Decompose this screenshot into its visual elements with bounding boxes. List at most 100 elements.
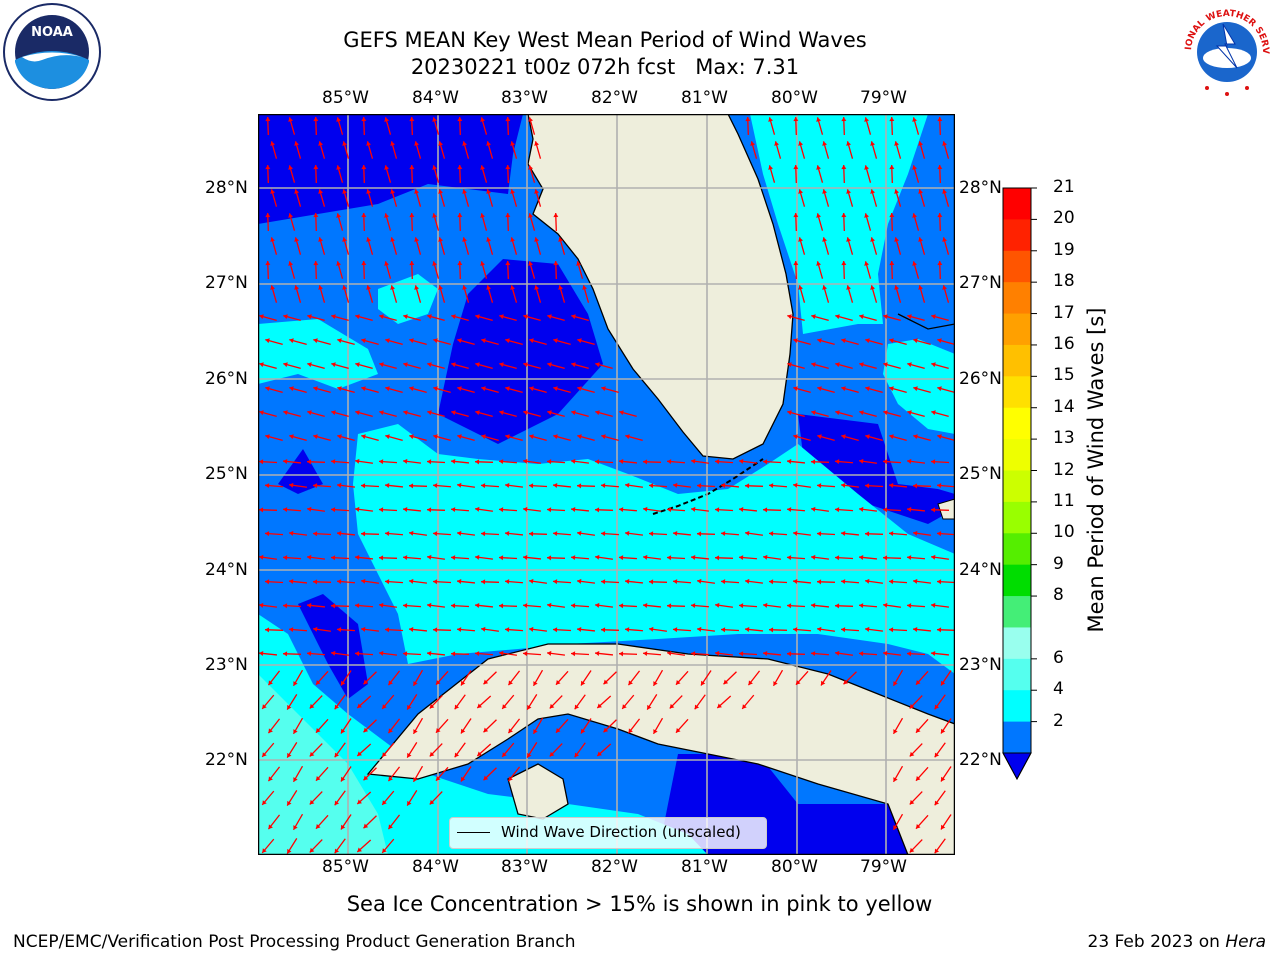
wind-wave-arrowhead <box>337 482 342 488</box>
wind-wave-arrowhead <box>913 434 918 440</box>
wind-wave-arrowhead <box>558 237 564 242</box>
wind-wave-arrowhead <box>793 578 798 584</box>
wind-wave-arrowhead <box>865 386 870 392</box>
wind-wave-arrowhead <box>859 506 864 512</box>
wind-wave-arrowhead <box>553 579 558 585</box>
wind-wave-arrowhead <box>931 650 936 656</box>
wind-wave-arrowhead <box>379 362 384 368</box>
wind-wave-arrowhead <box>475 651 480 657</box>
wind-wave-arrowhead <box>379 602 384 608</box>
wind-wave-arrowhead <box>499 459 504 465</box>
wind-wave-arrowhead <box>451 362 456 368</box>
wind-wave-arrowhead <box>835 459 840 465</box>
wind-wave-arrowhead <box>429 751 435 757</box>
wind-wave-arrowhead <box>571 555 576 561</box>
wind-wave-arrowhead <box>480 165 486 170</box>
wind-wave-arrowhead <box>508 680 513 686</box>
wind-wave-arrowhead <box>915 824 921 829</box>
wind-wave-arrowhead <box>595 410 600 416</box>
low-period-zone-e <box>798 414 955 524</box>
wind-wave-arrowhead <box>571 314 576 320</box>
wind-wave-arrowhead <box>883 410 888 416</box>
colorbar-segment <box>1003 501 1031 534</box>
wind-wave-arrowhead <box>940 728 946 734</box>
wind-wave-arrowhead <box>337 434 342 440</box>
wind-wave-arrowhead <box>270 141 276 146</box>
wind-wave-arrowhead <box>893 681 898 686</box>
wind-wave-arrowhead <box>283 651 288 657</box>
wind-wave-arrowhead <box>355 506 360 512</box>
wind-wave-arrowhead <box>835 314 840 320</box>
wind-wave-arrowhead <box>577 578 582 584</box>
wind-wave-arrowhead <box>432 213 438 218</box>
wind-wave-arrowhead <box>937 213 943 218</box>
wind-wave-arrowhead <box>331 459 336 465</box>
wind-wave-arrowhead <box>337 386 342 392</box>
wind-wave-arrowhead <box>337 579 342 585</box>
wind-wave-arrowhead <box>288 213 294 218</box>
wind-wave-arrowhead <box>909 799 915 805</box>
wind-wave-arrowhead <box>309 751 315 757</box>
wind-wave-arrowhead <box>481 434 486 440</box>
wind-wave-arrowhead <box>577 483 582 489</box>
wind-wave-arrowhead <box>913 530 918 536</box>
wind-wave-arrowhead <box>355 410 360 416</box>
wind-wave-arrowhead <box>414 285 420 290</box>
wind-wave-arrowhead <box>721 627 726 633</box>
wind-wave-arrowhead <box>715 507 720 513</box>
wind-wave-arrowhead <box>307 554 312 560</box>
wind-wave-arrowhead <box>619 507 624 513</box>
wind-wave-arrowhead <box>763 554 768 560</box>
wind-wave-arrowhead <box>483 775 489 781</box>
wind-wave-arrowhead <box>505 579 510 585</box>
wind-wave-arrowhead <box>913 626 918 632</box>
lon-label-bottom: 84°W <box>412 857 459 877</box>
wind-wave-arrowhead <box>547 650 552 656</box>
wind-wave-arrowhead <box>940 824 946 830</box>
wind-wave-arrowhead <box>379 459 384 465</box>
wind-wave-arrowhead <box>822 189 828 194</box>
wind-wave-arrowhead <box>262 800 267 805</box>
wind-wave-arrowhead <box>889 434 894 440</box>
lat-label-left: 22°N <box>205 750 248 770</box>
wind-wave-arrowhead <box>505 530 510 536</box>
wind-wave-arrowhead <box>859 410 864 416</box>
wind-wave-arrowhead <box>385 482 390 488</box>
wind-wave-arrowhead <box>816 261 822 266</box>
wind-wave-arrowhead <box>409 165 415 170</box>
wind-wave-arrowhead <box>409 213 415 218</box>
wind-wave-arrowhead <box>523 651 528 657</box>
wind-wave-arrowhead <box>574 752 580 758</box>
wind-wave-arrowhead <box>307 410 312 416</box>
wind-wave-arrowhead <box>721 531 726 537</box>
wind-wave-arrowhead <box>553 434 558 440</box>
wind-wave-arrowhead <box>265 386 270 392</box>
wind-wave-arrowhead <box>769 579 774 585</box>
wind-wave-arrowhead <box>294 189 300 194</box>
wind-wave-arrowhead <box>841 530 846 536</box>
wind-wave-arrowhead <box>529 386 534 392</box>
wind-wave-arrowhead <box>357 799 362 805</box>
wind-wave-arrowhead <box>462 237 468 242</box>
wind-wave-arrowhead <box>865 531 870 537</box>
wind-wave-arrowhead <box>549 703 555 709</box>
wind-wave-arrowhead <box>865 578 870 584</box>
wind-wave-arrowhead <box>937 261 943 266</box>
wind-wave-arrowhead <box>361 338 366 344</box>
wind-wave-arrowhead <box>835 555 840 561</box>
wind-wave-arrowhead <box>382 848 387 853</box>
wind-wave-arrowhead <box>313 261 319 266</box>
wind-wave-arrowhead <box>603 679 609 685</box>
wind-wave-arrowhead <box>313 117 319 122</box>
wind-wave-arrowhead <box>283 603 288 609</box>
wind-wave-arrowhead <box>912 165 918 170</box>
wind-wave-arrowhead <box>480 213 486 218</box>
wind-wave-arrowhead <box>894 285 900 290</box>
wind-wave-arrowhead <box>382 704 387 709</box>
wind-wave-arrowhead <box>745 578 750 584</box>
wind-wave-arrowhead <box>409 483 414 489</box>
wind-wave-arrowhead <box>601 627 606 633</box>
wind-wave-arrowhead <box>361 213 367 218</box>
wind-wave-arrowhead <box>582 285 588 290</box>
wind-wave-arrowhead <box>912 261 918 266</box>
